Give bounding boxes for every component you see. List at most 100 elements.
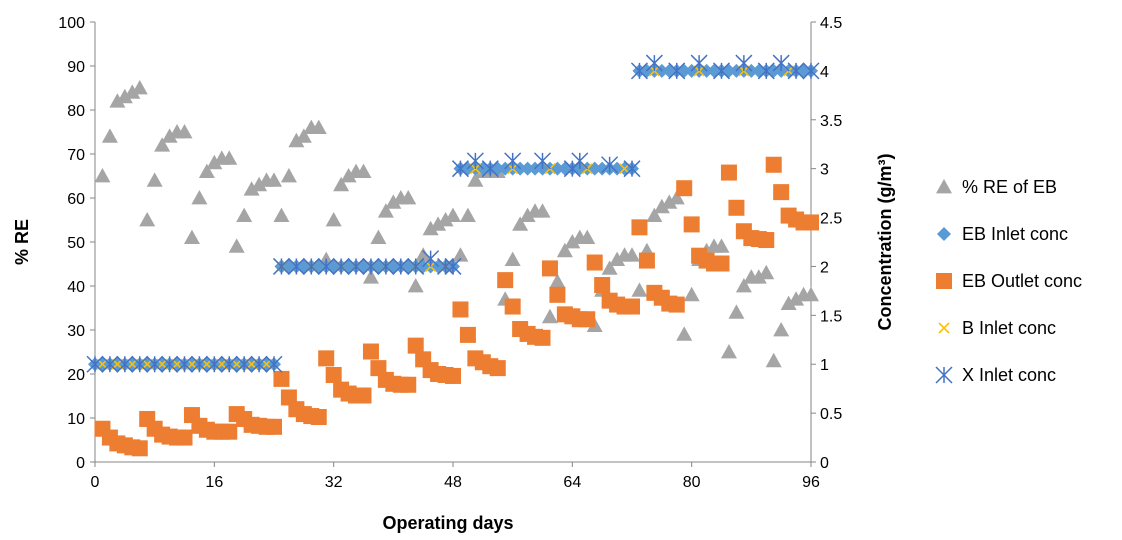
legend-item: EB Outlet conc xyxy=(936,271,1082,291)
data-point xyxy=(407,337,424,354)
data-point xyxy=(377,203,394,218)
data-point xyxy=(191,190,208,205)
data-point xyxy=(773,184,790,201)
data-point xyxy=(190,355,208,373)
data-point xyxy=(362,269,379,284)
data-point xyxy=(624,298,640,315)
data-point xyxy=(504,298,521,315)
data-point xyxy=(638,252,655,269)
data-point xyxy=(288,132,305,148)
data-point xyxy=(124,84,141,99)
data-point xyxy=(131,80,148,95)
data-point xyxy=(175,355,194,373)
data-point xyxy=(154,137,171,152)
data-point xyxy=(340,168,357,183)
data-point xyxy=(370,229,387,244)
data-point xyxy=(661,194,678,209)
data-point xyxy=(489,360,506,377)
data-point xyxy=(198,163,215,178)
data-point xyxy=(146,355,164,373)
data-point xyxy=(594,277,611,294)
data-point xyxy=(720,164,737,181)
data-point xyxy=(94,168,111,183)
y-left-tick-label: 80 xyxy=(67,103,85,120)
x-tick-label: 96 xyxy=(802,474,820,491)
data-point xyxy=(803,214,819,231)
data-point xyxy=(780,295,797,310)
y-right-tick-label: 4.5 xyxy=(820,15,842,32)
x-tick-label: 48 xyxy=(444,474,462,491)
y-left-tick-label: 40 xyxy=(67,279,85,296)
data-point xyxy=(757,62,775,80)
data-point xyxy=(392,257,410,275)
data-point xyxy=(146,172,163,187)
legend-item: EB Inlet conc xyxy=(937,224,1068,244)
data-point xyxy=(109,93,126,108)
legend-marker xyxy=(937,227,951,241)
data-point xyxy=(176,124,193,139)
data-point xyxy=(668,296,685,313)
data-point xyxy=(720,344,737,359)
data-point xyxy=(534,329,551,346)
data-point xyxy=(101,355,119,373)
data-point xyxy=(668,62,686,80)
data-point xyxy=(788,291,805,306)
data-point xyxy=(325,212,342,227)
data-point xyxy=(564,234,581,249)
data-point xyxy=(295,128,312,143)
data-point xyxy=(228,238,245,253)
data-point xyxy=(302,257,320,275)
data-point xyxy=(571,152,589,170)
data-point xyxy=(601,260,618,275)
data-point xyxy=(385,194,402,209)
data-point xyxy=(728,199,745,216)
data-point xyxy=(280,168,297,183)
y-left-tick-label: 100 xyxy=(58,15,85,32)
data-point xyxy=(415,247,432,262)
legend-marker xyxy=(936,179,952,194)
data-point xyxy=(317,257,335,275)
y-left-axis-title: % RE xyxy=(12,219,32,265)
legend-item: % RE of EB xyxy=(936,177,1057,197)
y-left-tick-label: 0 xyxy=(76,455,85,472)
data-point xyxy=(332,257,350,275)
data-point xyxy=(266,418,282,435)
data-point xyxy=(683,216,700,233)
legend-marker xyxy=(938,322,950,334)
data-point xyxy=(668,190,685,205)
data-point xyxy=(139,212,156,227)
series-x-inlet-conc xyxy=(86,54,820,373)
data-point xyxy=(355,163,372,178)
data-point xyxy=(556,242,573,258)
data-point xyxy=(272,257,290,275)
legend-label: X Inlet conc xyxy=(962,365,1056,385)
data-point xyxy=(758,264,775,280)
data-point xyxy=(712,62,731,80)
y-left-tick-label: 60 xyxy=(67,191,85,208)
data-point xyxy=(176,429,193,446)
y-right-tick-label: 2 xyxy=(820,259,829,276)
legend: % RE of EB EB Inlet conc EB Outlet conc B I… xyxy=(935,177,1082,385)
data-point xyxy=(533,152,552,170)
data-point xyxy=(251,176,268,192)
data-point xyxy=(445,367,461,384)
data-point xyxy=(504,152,522,170)
data-point xyxy=(758,232,775,249)
data-point xyxy=(422,220,439,236)
data-point xyxy=(310,119,327,134)
data-point xyxy=(287,257,305,275)
y-left-tick-label: 70 xyxy=(67,147,85,164)
data-point xyxy=(116,355,134,373)
x-tick-label: 80 xyxy=(683,474,701,491)
data-point xyxy=(452,301,469,318)
legend-label: % RE of EB xyxy=(962,177,1057,197)
legend-marker xyxy=(935,366,953,384)
data-point xyxy=(131,355,149,373)
data-point xyxy=(690,54,708,72)
data-point xyxy=(520,161,535,176)
data-point xyxy=(250,355,268,373)
data-point xyxy=(645,54,663,72)
data-point xyxy=(221,150,238,165)
